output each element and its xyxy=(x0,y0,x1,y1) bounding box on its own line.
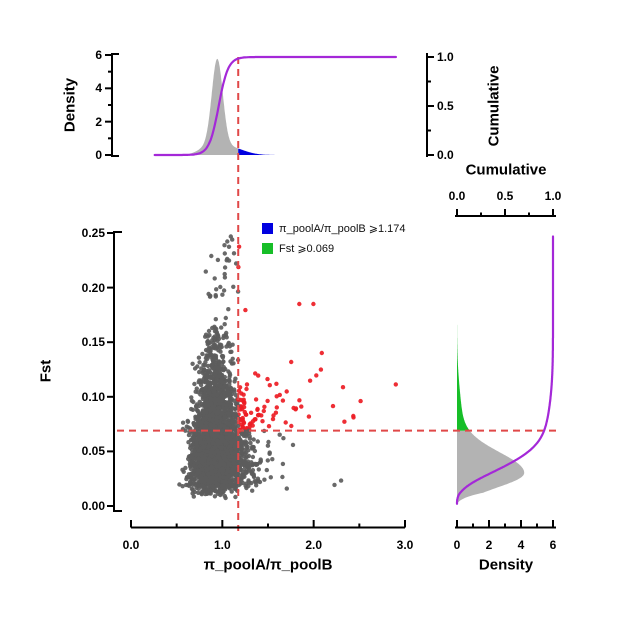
tick-label: 2 xyxy=(95,114,102,129)
right-density-axis xyxy=(455,520,556,529)
tick-label: 0 xyxy=(95,148,102,162)
legend-swatch-green-icon xyxy=(262,243,273,254)
tick-label: 0.25 xyxy=(81,226,105,240)
tick-label: 6 xyxy=(95,47,102,62)
legend-item-pi-ratio: π_poolA/π_poolB ⩾1.174 xyxy=(262,222,406,235)
top-density-axis xyxy=(105,53,119,157)
tick-label: 0.0 xyxy=(122,538,140,552)
tick-label: 2.0 xyxy=(305,538,322,552)
main-x-axis xyxy=(130,520,406,529)
tick-label: 6 xyxy=(549,538,557,552)
tick-label: 4 xyxy=(517,538,525,552)
tick-label: 0.5 xyxy=(496,189,514,203)
top-density-area xyxy=(169,58,239,155)
top-cumulative-curve xyxy=(153,55,397,157)
legend-swatch-blue-icon xyxy=(262,223,273,234)
top-outlier-area-blue xyxy=(238,148,278,155)
tick-label: 0.15 xyxy=(81,335,105,350)
tick-label: 0.0 xyxy=(437,148,454,162)
main-y-axis xyxy=(107,231,122,512)
right-density-axis-title: Density xyxy=(478,556,534,574)
main-y-axis-title: Fst xyxy=(37,359,55,383)
scatter-points xyxy=(177,234,398,501)
tick-label: 4 xyxy=(95,81,102,96)
tick-label: 0.00 xyxy=(81,499,105,513)
right-outlier-area-green xyxy=(457,282,470,431)
tick-label: 1.0 xyxy=(213,538,231,552)
right-cumulative-axis xyxy=(455,209,556,217)
main-x-axis-title: π_poolA/π_poolB xyxy=(203,556,333,574)
tick-label: 0.20 xyxy=(81,280,105,295)
tick-label: 0.0 xyxy=(448,189,466,203)
top-density-axis-title: Density xyxy=(61,77,79,133)
right-cumulative-axis-title: Cumulative xyxy=(465,161,547,179)
legend: π_poolA/π_poolB ⩾1.174 Fst ⩾0.069 xyxy=(262,222,406,255)
legend-item-fst: Fst ⩾0.069 xyxy=(262,242,406,255)
legend-label-fst: Fst ⩾0.069 xyxy=(279,243,335,255)
tick-label: 0.05 xyxy=(81,444,105,459)
tick-label: 0 xyxy=(453,538,461,552)
tick-label: 1.0 xyxy=(544,189,562,203)
legend-label-pi-ratio: π_poolA/π_poolB ⩾1.174 xyxy=(279,223,406,235)
right-density-area xyxy=(457,430,525,504)
right-cumulative-curve xyxy=(455,235,555,505)
tick-label: 3.0 xyxy=(396,538,414,552)
tick-label: 0.5 xyxy=(437,99,454,113)
tick-label: 2 xyxy=(485,538,493,552)
tick-label: 0.10 xyxy=(81,389,105,404)
top-cumulative-axis-title: Cumulative xyxy=(485,65,503,147)
tick-label: 1.0 xyxy=(437,50,454,64)
top-cumulative-axis xyxy=(426,53,434,157)
